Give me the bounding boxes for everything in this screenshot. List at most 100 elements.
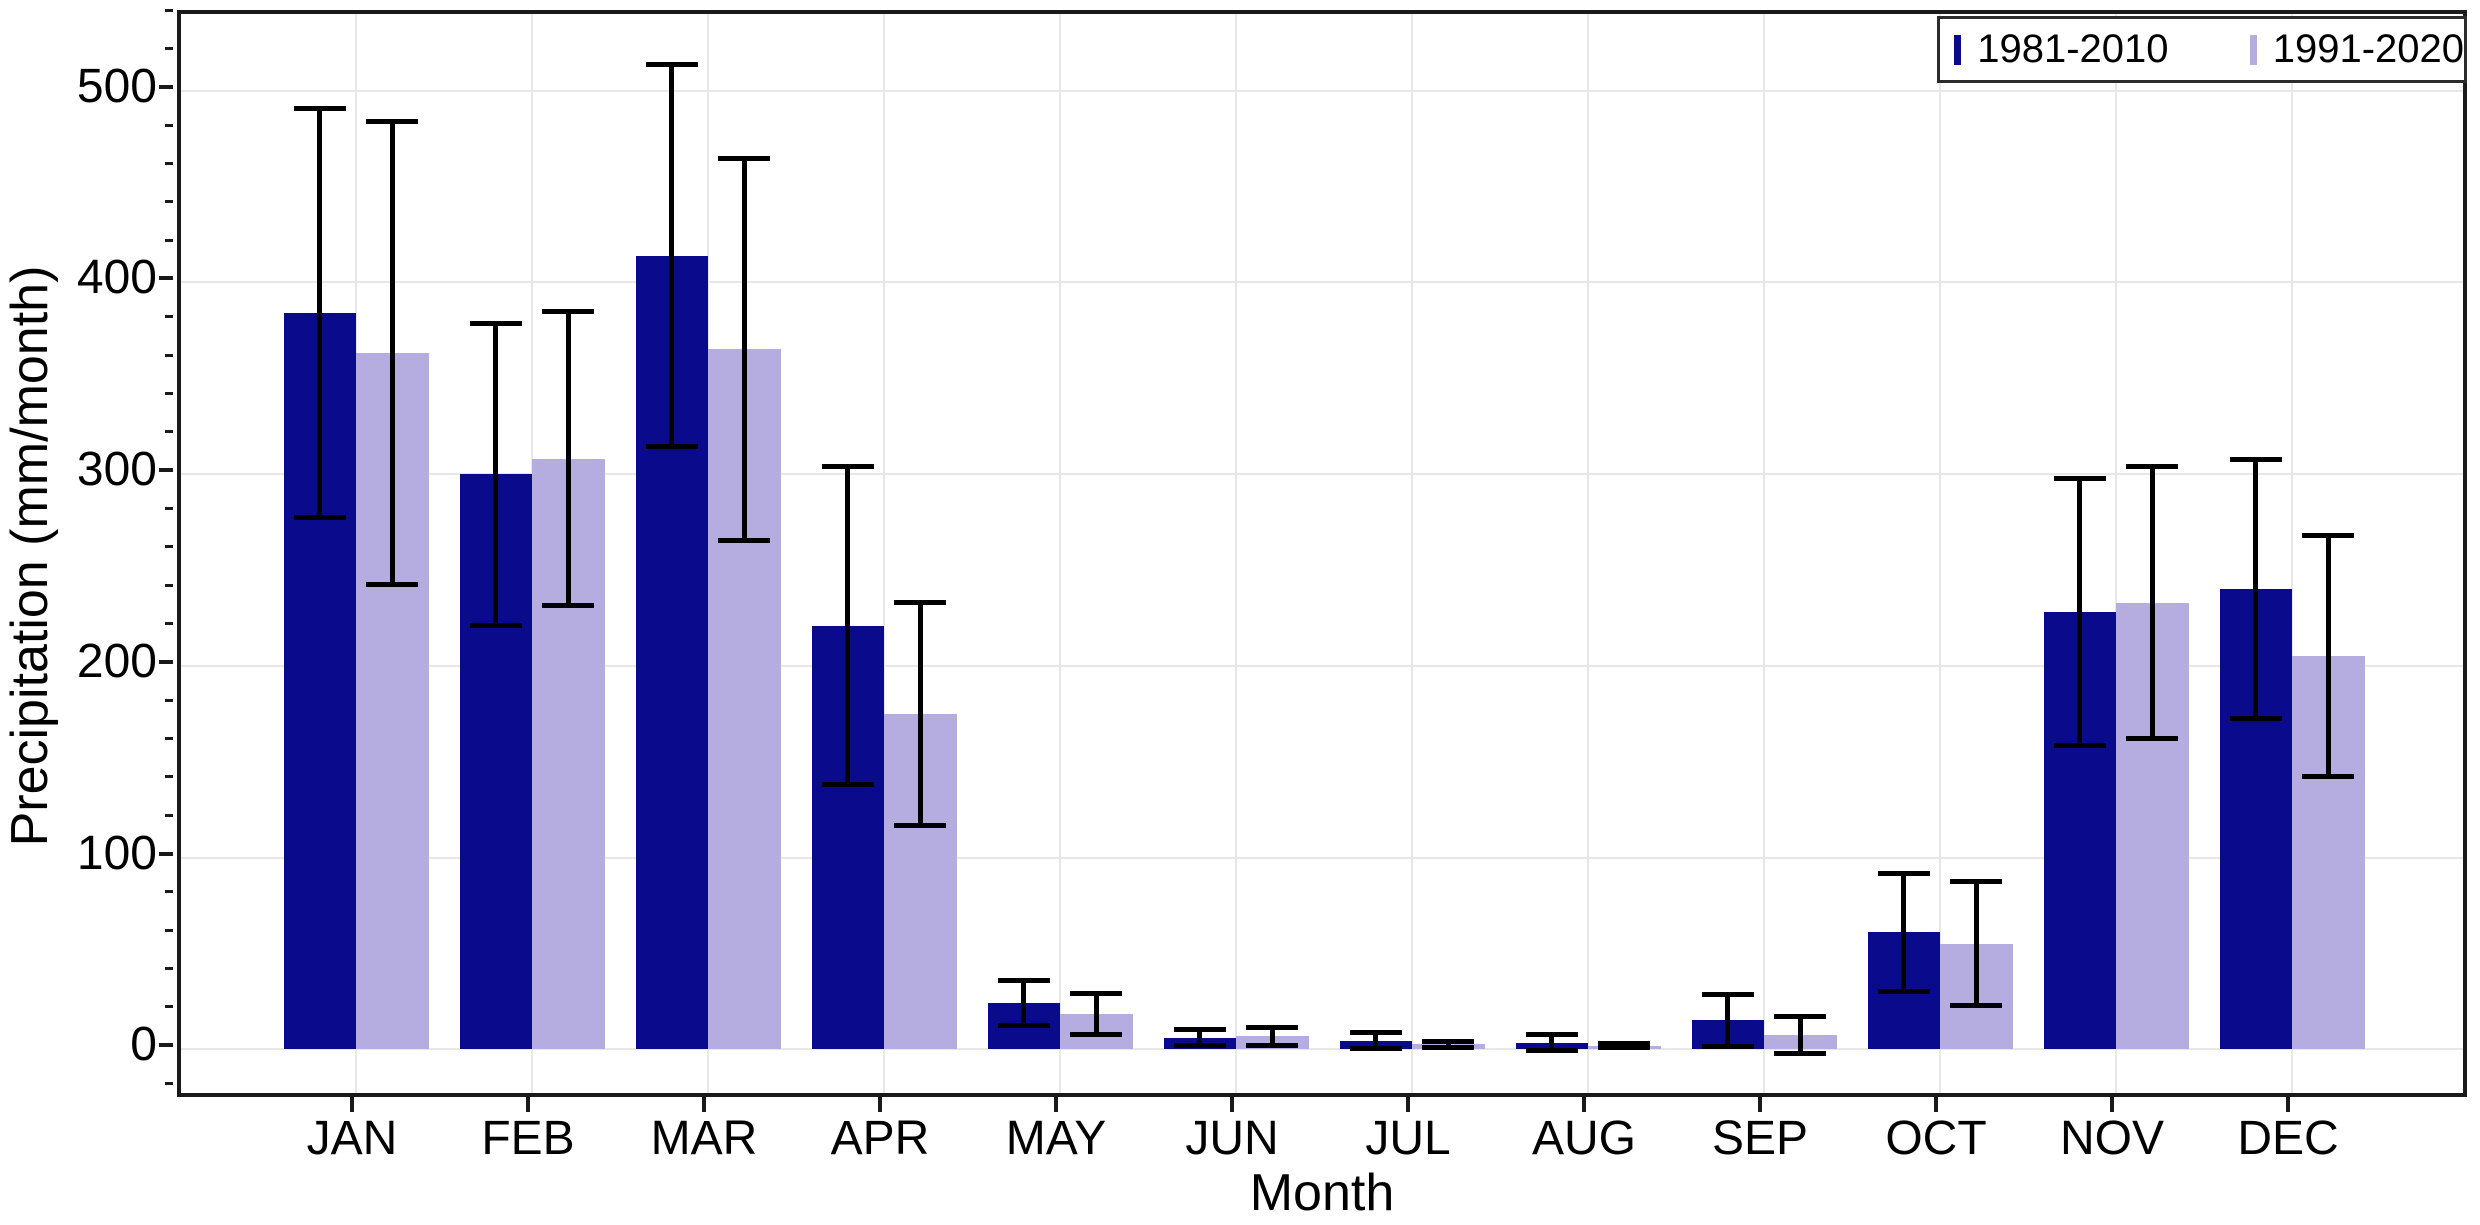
error-cap-top-1991-2020-MAR xyxy=(718,155,771,161)
error-cap-bottom-1981-2010-DEC xyxy=(2229,716,2282,722)
y-minor-tick-280 xyxy=(165,506,173,510)
error-cap-bottom-1981-2010-MAR xyxy=(645,444,698,450)
gridline-y-100 xyxy=(181,856,2463,859)
error-cap-top-1981-2010-MAR xyxy=(645,61,698,67)
y-tick-label-300: 300 xyxy=(76,443,157,497)
error-cap-bottom-1991-2020-JAN xyxy=(366,582,419,588)
error-cap-top-1991-2020-JUN xyxy=(1246,1025,1299,1031)
gridline-x-APR xyxy=(883,14,885,1093)
x-tick-JUL xyxy=(1406,1097,1410,1112)
x-tick-DEC xyxy=(2286,1097,2290,1112)
error-line-1981-2010-JAN xyxy=(317,107,323,519)
y-minor-tick-160 xyxy=(165,737,173,740)
x-tick-label-NOV: NOV xyxy=(2059,1112,2164,1165)
x-tick-label-SEP: SEP xyxy=(1711,1112,1809,1165)
error-cap-bottom-1991-2020-AUG xyxy=(1598,1045,1651,1051)
x-axis-label: Month xyxy=(1249,1164,1395,1222)
y-minor-tick-220 xyxy=(165,621,173,625)
y-major-tick-100 xyxy=(159,851,173,856)
gridline-x-JUN xyxy=(1235,14,1237,1093)
x-tick-NOV xyxy=(2110,1097,2114,1112)
y-axis-label: Precipitation (mm/month) xyxy=(1,265,59,847)
error-cap-bottom-1991-2020-OCT xyxy=(1950,1003,2003,1009)
gridline-y-200 xyxy=(181,664,2463,667)
error-cap-top-1991-2020-APR xyxy=(894,599,947,605)
error-cap-bottom-1991-2020-MAY xyxy=(1070,1031,1123,1037)
error-cap-top-1981-2010-OCT xyxy=(1877,870,1930,876)
error-line-1981-2010-DEC xyxy=(2253,458,2259,720)
error-line-1981-2010-FEB xyxy=(493,322,499,626)
error-cap-bottom-1991-2020-DEC xyxy=(2302,774,2355,779)
gridline-y-400 xyxy=(181,281,2463,284)
error-line-1991-2020-OCT xyxy=(1973,881,1979,1007)
gridline-x-NOV xyxy=(2115,14,2117,1093)
error-line-1991-2020-NOV xyxy=(2149,466,2155,739)
error-line-1981-2010-APR xyxy=(845,466,851,785)
y-minor-tick-240 xyxy=(165,583,173,587)
x-tick-label-FEB: FEB xyxy=(481,1112,575,1165)
y-tick-label-500: 500 xyxy=(76,59,157,113)
plot-area: 1981-2010 1991-2020 xyxy=(177,10,2467,1097)
gridline-y-500 xyxy=(181,89,2463,92)
y-minor-tick-180 xyxy=(165,698,173,702)
error-cap-bottom-1991-2020-APR xyxy=(894,822,947,828)
x-tick-SEP xyxy=(1758,1097,1762,1112)
error-line-1981-2010-JUL xyxy=(1373,1032,1379,1049)
y-major-tick-400 xyxy=(159,276,173,281)
y-minor-tick-340 xyxy=(165,391,173,395)
error-cap-top-1981-2010-APR xyxy=(821,464,874,470)
gridline-x-AUG xyxy=(1587,14,1589,1093)
error-cap-top-1981-2010-DEC xyxy=(2229,456,2282,462)
error-line-1981-2010-MAR xyxy=(669,63,675,448)
error-line-1981-2010-JUN xyxy=(1197,1029,1203,1047)
error-cap-top-1981-2010-NOV xyxy=(2053,475,2106,481)
error-line-1991-2020-APR xyxy=(917,601,923,826)
error-line-1991-2020-MAY xyxy=(1093,992,1099,1035)
error-cap-bottom-1981-2010-MAY xyxy=(997,1023,1050,1029)
error-cap-bottom-1981-2010-SEP xyxy=(1701,1044,1754,1050)
error-line-1981-2010-AUG xyxy=(1549,1034,1555,1052)
error-cap-top-1981-2010-SEP xyxy=(1701,991,1754,997)
error-cap-bottom-1991-2020-SEP xyxy=(1774,1051,1827,1057)
x-tick-label-DEC: DEC xyxy=(2237,1112,2339,1165)
y-tick-label-400: 400 xyxy=(76,251,157,305)
error-line-1991-2020-JUN xyxy=(1269,1027,1275,1046)
error-line-1981-2010-OCT xyxy=(1901,872,1907,992)
error-line-1991-2020-FEB xyxy=(565,311,571,607)
gridline-x-MAY xyxy=(1059,14,1061,1093)
error-cap-top-1991-2020-JAN xyxy=(366,119,419,125)
x-tick-MAR xyxy=(702,1097,706,1112)
gridline-x-SEP xyxy=(1763,14,1765,1093)
error-line-1991-2020-JUL xyxy=(1445,1041,1451,1048)
y-minor-tick-20 xyxy=(165,1005,173,1009)
error-cap-bottom-1991-2020-NOV xyxy=(2126,735,2179,741)
y-minor-tick-360 xyxy=(165,353,173,357)
x-tick-JAN xyxy=(350,1097,354,1112)
error-line-1981-2010-SEP xyxy=(1725,993,1731,1048)
y-tick-label-200: 200 xyxy=(76,634,157,688)
y-minor-tick-320 xyxy=(165,430,173,434)
legend: 1981-2010 1991-2020 xyxy=(1937,16,2467,83)
error-cap-bottom-1981-2010-JAN xyxy=(293,515,346,521)
y-tick-label-100: 100 xyxy=(76,826,157,880)
y-minor-tick--20 xyxy=(165,1082,173,1086)
x-tick-FEB xyxy=(526,1097,530,1112)
x-tick-label-MAR: MAR xyxy=(650,1112,758,1165)
error-cap-top-1981-2010-FEB xyxy=(469,320,522,326)
error-cap-bottom-1981-2010-FEB xyxy=(469,622,522,628)
y-minor-tick-480 xyxy=(165,123,173,127)
y-minor-tick-440 xyxy=(165,200,173,204)
error-cap-bottom-1981-2010-JUN xyxy=(1173,1043,1226,1049)
gridline-y-0 xyxy=(181,1048,2463,1051)
y-minor-tick-460 xyxy=(165,161,173,165)
error-cap-bottom-1991-2020-JUL xyxy=(1422,1044,1475,1050)
x-tick-label-MAY: MAY xyxy=(1005,1112,1107,1165)
error-cap-bottom-1981-2010-AUG xyxy=(1525,1048,1578,1054)
error-cap-top-1991-2020-FEB xyxy=(542,309,595,315)
gridline-x-DEC xyxy=(2291,14,2293,1093)
gridline-y-300 xyxy=(181,473,2463,476)
error-cap-top-1981-2010-AUG xyxy=(1525,1032,1578,1038)
legend-swatch-1981-2010 xyxy=(1954,34,1962,65)
error-cap-bottom-1981-2010-OCT xyxy=(1877,988,1930,994)
